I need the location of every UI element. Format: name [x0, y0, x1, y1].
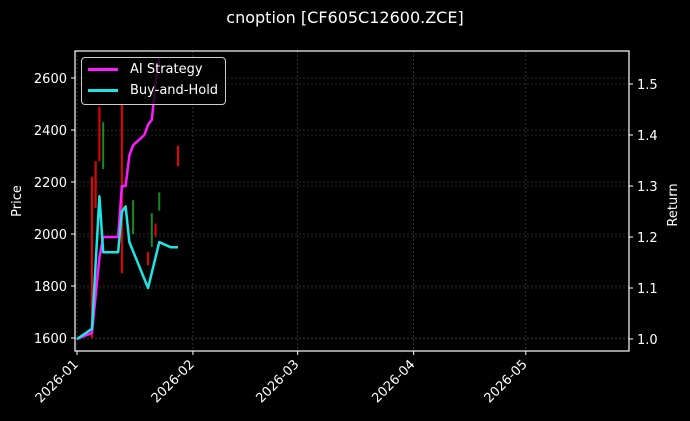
legend-item-buy-hold: Buy-and-Hold — [88, 83, 218, 98]
y-right-tick-label: 1.3 — [637, 180, 658, 195]
x-tick-label: 2026-01 — [33, 357, 82, 406]
x-tick-label: 2026-03 — [253, 357, 302, 406]
y-tick-label: 2200 — [34, 176, 67, 191]
legend-swatch-bh — [88, 89, 118, 92]
y-tick-label: 1600 — [34, 332, 67, 347]
legend-label-ai: AI Strategy — [130, 62, 203, 77]
legend-label-bh: Buy-and-Hold — [130, 83, 219, 98]
series-line-ai-strategy — [76, 58, 161, 341]
y-right-tick-label: 1.0 — [637, 333, 658, 348]
x-tick-label: 2026-04 — [369, 357, 418, 406]
y-right-tick-label: 1.4 — [637, 129, 658, 144]
legend-swatch-ai — [88, 68, 118, 71]
series-line-buy-and-hold — [76, 194, 178, 341]
y-axis-label: Price — [10, 185, 25, 217]
y-right-axis-label: Return — [666, 183, 681, 226]
y-right-tick-label: 1.1 — [637, 282, 658, 297]
plot-frame — [74, 50, 630, 352]
x-tick-label: 2026-02 — [149, 357, 198, 406]
y-tick-label: 1800 — [34, 280, 67, 295]
x-tick-label: 2026-05 — [482, 357, 531, 406]
y-tick-label: 2000 — [34, 228, 67, 243]
y-right-tick-label: 1.2 — [637, 231, 658, 246]
legend-item-ai-strategy: AI Strategy — [88, 62, 203, 77]
legend: AI Strategy Buy-and-Hold — [81, 57, 226, 105]
y-tick-label: 2600 — [34, 72, 67, 87]
y-tick-label: 2400 — [34, 124, 67, 139]
y-right-tick-label: 1.5 — [637, 78, 658, 93]
chart-title: cnoption [CF605C12600.ZCE] — [226, 8, 464, 27]
